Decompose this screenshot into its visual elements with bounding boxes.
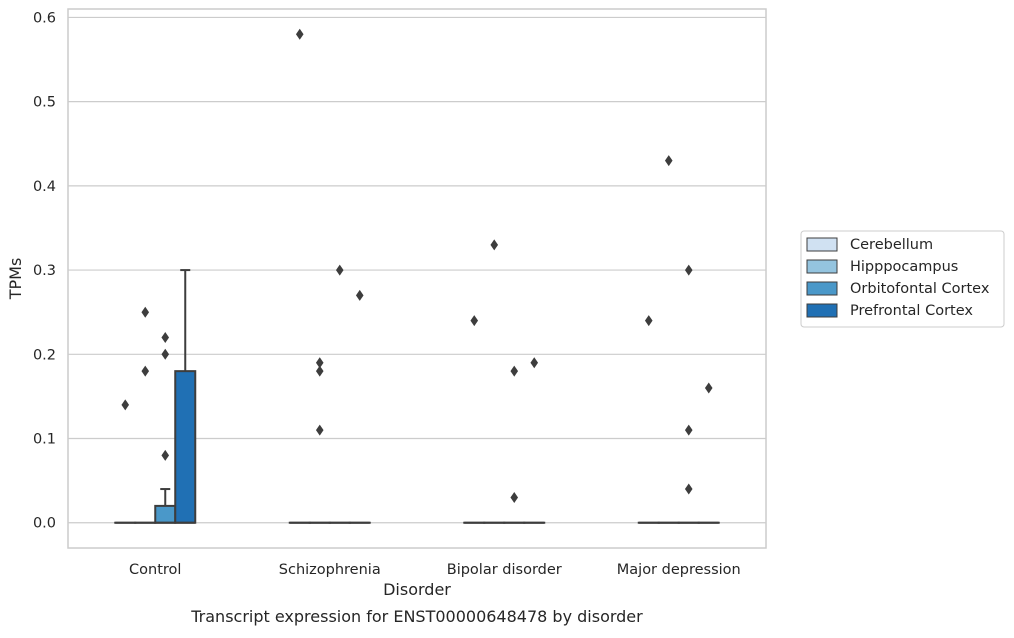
- legend-swatch: [807, 282, 837, 295]
- y-axis-title: TPMs: [6, 258, 25, 301]
- legend-swatch: [807, 304, 837, 317]
- legend-label: Prefrontal Cortex: [850, 303, 973, 319]
- outlier-point: [530, 357, 538, 368]
- y-tick-label: 0.5: [33, 95, 56, 111]
- outlier-points: [121, 29, 712, 503]
- legend-label: Cerebellum: [850, 237, 933, 253]
- legend: Cerebellum Hipppocampus Orbitofontal Corte…: [801, 231, 1004, 327]
- plot-frame: [68, 9, 766, 548]
- x-tick-label: Bipolar disorder: [447, 562, 562, 578]
- outlier-point: [510, 492, 518, 503]
- outlier-point: [141, 307, 149, 318]
- x-axis-ticks: Control Schizophrenia Bipolar disorder Majo…: [129, 562, 741, 578]
- y-tick-label: 0.3: [33, 263, 56, 279]
- outlier-point: [685, 484, 693, 495]
- x-axis-title: Disorder: [383, 580, 451, 599]
- outlier-point: [356, 290, 364, 301]
- x-tick-label: Major depression: [617, 562, 741, 578]
- y-tick-label: 0.6: [33, 10, 56, 26]
- outlier-point: [161, 332, 169, 343]
- legend-label: Hipppocampus: [850, 259, 958, 275]
- outlier-point: [141, 366, 149, 377]
- outlier-point: [161, 450, 169, 461]
- outlier-point: [161, 349, 169, 360]
- outlier-point: [316, 366, 324, 377]
- outlier-point: [336, 265, 344, 276]
- box-body: [155, 506, 175, 523]
- outlier-point: [296, 29, 304, 40]
- outlier-point: [665, 155, 673, 166]
- outlier-point: [490, 239, 498, 250]
- x-tick-label: Control: [129, 562, 181, 578]
- legend-label: Orbitofontal Cortex: [850, 281, 990, 297]
- y-tick-label: 0.2: [33, 347, 56, 363]
- x-tick-label: Schizophrenia: [279, 562, 381, 578]
- outlier-point: [685, 265, 693, 276]
- y-tick-label: 0.4: [33, 179, 56, 195]
- outlier-point: [316, 425, 324, 436]
- outlier-point: [470, 315, 478, 326]
- y-tick-label: 0.0: [33, 516, 56, 532]
- box-plot-series: [115, 270, 719, 523]
- outlier-point: [705, 382, 713, 393]
- outlier-point: [685, 425, 693, 436]
- y-tick-label: 0.1: [33, 432, 56, 448]
- box-body: [175, 371, 195, 523]
- outlier-point: [121, 399, 129, 410]
- outlier-point: [645, 315, 653, 326]
- legend-swatch: [807, 238, 837, 251]
- box-0-2: [155, 489, 175, 523]
- y-axis-ticks: 0.0 0.1 0.2 0.3 0.4 0.5 0.6: [33, 10, 56, 531]
- outlier-point: [510, 366, 518, 377]
- chart-caption: Transcript expression for ENST0000064847…: [190, 607, 643, 626]
- grid-lines: [68, 17, 766, 522]
- box-0-3: [175, 270, 195, 523]
- legend-swatch: [807, 260, 837, 273]
